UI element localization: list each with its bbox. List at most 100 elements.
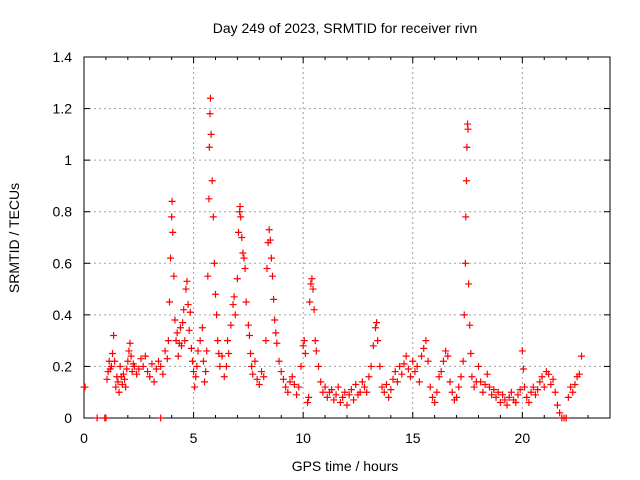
data-point: [358, 378, 366, 386]
data-point: [387, 386, 395, 394]
data-point: [295, 383, 303, 391]
data-point: [253, 375, 261, 383]
data-point: [194, 347, 202, 355]
data-point: [204, 272, 212, 280]
x-axis-label: GPS time / hours: [292, 458, 399, 474]
data-point: [181, 337, 189, 345]
data-point: [409, 357, 417, 365]
data-point: [424, 357, 432, 365]
data-point: [170, 272, 178, 280]
data-point: [207, 130, 215, 138]
data-point: [233, 275, 241, 283]
data-point: [192, 373, 200, 381]
data-point: [239, 249, 247, 257]
data-point: [178, 342, 186, 350]
x-tick-label: 5: [190, 430, 198, 446]
data-point: [188, 357, 196, 365]
grid-lines: [84, 57, 610, 418]
data-point: [205, 195, 213, 203]
data-point: [185, 326, 193, 334]
data-point: [389, 375, 397, 383]
data-point: [536, 378, 544, 386]
data-point: [422, 337, 430, 345]
data-point: [168, 213, 176, 221]
data-point: [334, 383, 342, 391]
data-point: [428, 393, 436, 401]
data-point: [336, 399, 344, 407]
data-point: [365, 373, 373, 381]
x-tick-label: 0: [80, 430, 88, 446]
data-point: [180, 306, 188, 314]
data-point: [516, 386, 524, 394]
data-point: [374, 337, 382, 345]
data-point: [220, 373, 228, 381]
data-point: [301, 350, 309, 358]
data-point: [179, 319, 187, 327]
data-point: [273, 339, 281, 347]
data-point: [453, 393, 461, 401]
axis-ticks: [83, 56, 611, 419]
data-point: [385, 393, 393, 401]
y-tick-label: 0.6: [53, 255, 73, 271]
data-point: [356, 388, 364, 396]
data-point: [157, 362, 165, 370]
data-point: [300, 337, 308, 345]
data-point: [396, 362, 404, 370]
y-tick-label: 0.4: [53, 307, 73, 323]
data-point: [206, 110, 214, 118]
data-point: [241, 264, 249, 272]
data-point: [186, 308, 194, 316]
data-point: [505, 393, 513, 401]
data-point: [433, 388, 441, 396]
data-point: [277, 368, 285, 376]
data-point: [308, 275, 316, 283]
data-point: [426, 383, 434, 391]
data-point: [218, 352, 226, 360]
data-point: [468, 373, 476, 381]
data-point: [463, 143, 471, 151]
data-point: [251, 357, 259, 365]
data-point: [483, 370, 491, 378]
data-point: [193, 362, 201, 370]
data-point: [496, 399, 504, 407]
data-point: [111, 357, 119, 365]
data-point: [413, 362, 421, 370]
data-point: [404, 365, 412, 373]
data-point: [455, 383, 463, 391]
y-tick-label: 0.8: [53, 204, 73, 220]
data-point: [514, 391, 522, 399]
data-point: [479, 388, 487, 396]
data-point: [317, 378, 325, 386]
data-point: [196, 337, 204, 345]
data-point: [435, 373, 443, 381]
data-point: [191, 383, 199, 391]
data-point: [382, 380, 390, 388]
data-point: [457, 373, 465, 381]
data-point: [146, 373, 154, 381]
data-point: [371, 324, 379, 332]
data-point: [470, 383, 478, 391]
data-point: [494, 388, 502, 396]
data-point: [260, 373, 268, 381]
data-point: [266, 236, 274, 244]
data-point: [512, 399, 520, 407]
y-tick-label: 0.2: [53, 358, 73, 374]
data-point: [305, 393, 313, 401]
data-point: [148, 360, 156, 368]
data-point: [523, 393, 531, 401]
data-point: [400, 360, 408, 368]
data-point: [237, 213, 245, 221]
data-point: [235, 228, 243, 236]
y-tick-label: 1: [64, 152, 72, 168]
data-point: [182, 285, 190, 293]
data-point: [255, 380, 263, 388]
data-point: [130, 362, 138, 370]
data-point: [475, 362, 482, 370]
data-point: [121, 375, 129, 383]
data-point: [297, 362, 305, 370]
data-point: [350, 396, 358, 404]
data-point: [465, 280, 473, 288]
data-point: [258, 368, 266, 376]
data-point: [481, 380, 489, 388]
